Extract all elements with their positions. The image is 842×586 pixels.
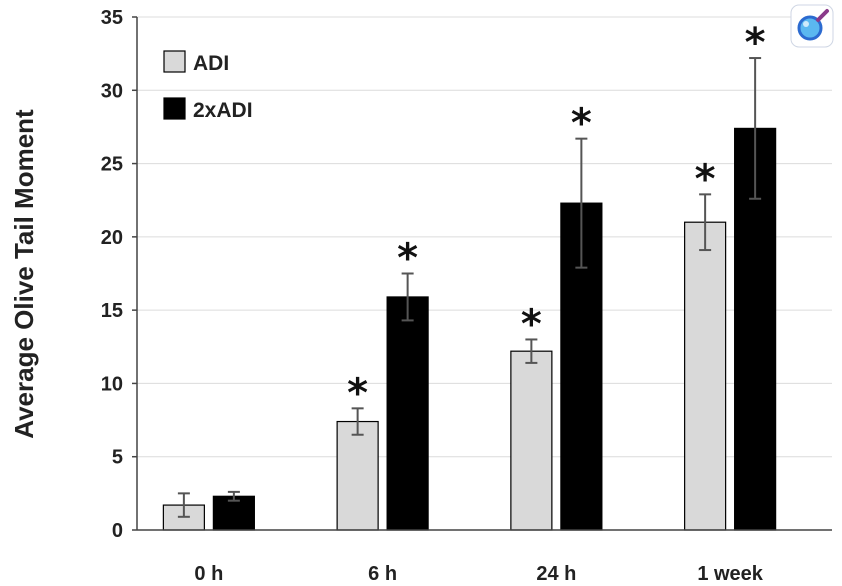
axes	[132, 16, 832, 531]
bars	[162, 57, 777, 531]
error-bar	[699, 193, 712, 252]
y-tick-label: 5	[112, 447, 123, 469]
y-tick-label: 10	[101, 373, 123, 395]
legend: ADI 2xADI	[163, 50, 253, 122]
y-axis-title: Average Olive Tail Moment	[9, 109, 39, 439]
y-tick-label: 0	[112, 520, 123, 542]
error-bar	[749, 57, 762, 200]
y-tick-label: 15	[101, 300, 123, 322]
x-tick-label: 0 h	[194, 563, 223, 585]
bar	[336, 420, 379, 531]
legend-label: 2xADI	[193, 99, 253, 122]
error-bar	[177, 492, 190, 518]
labels: 0 5 10 15 20 25 30 35 0 h 6 h * * 24 h * * 1 week * *	[101, 7, 766, 585]
significance-star: *	[571, 101, 592, 147]
error-bar	[227, 490, 240, 502]
bar	[510, 350, 553, 531]
y-tick-label: 20	[101, 227, 123, 249]
legend-label: ADI	[193, 52, 229, 75]
bar	[386, 296, 429, 531]
error-bar	[351, 407, 364, 436]
error-bar	[525, 338, 538, 364]
x-tick-label: 6 h	[368, 563, 397, 585]
gridlines	[137, 16, 832, 458]
legend-swatch	[163, 50, 186, 73]
y-tick-label: 35	[101, 7, 123, 29]
significance-star: *	[745, 20, 766, 66]
significance-star: *	[397, 236, 418, 282]
magnifier-icon[interactable]	[790, 4, 834, 48]
significance-star: *	[695, 156, 716, 202]
error-bar	[401, 272, 414, 322]
x-tick-label: 1 week	[697, 563, 763, 585]
error-bar	[575, 137, 588, 269]
x-tick-label: 24 h	[536, 563, 576, 585]
bar	[684, 221, 727, 531]
significance-star: *	[521, 301, 542, 347]
y-tick-label: 25	[101, 154, 123, 176]
significance-star: *	[347, 370, 368, 416]
legend-swatch	[163, 97, 186, 120]
y-tick-label: 30	[101, 80, 123, 102]
